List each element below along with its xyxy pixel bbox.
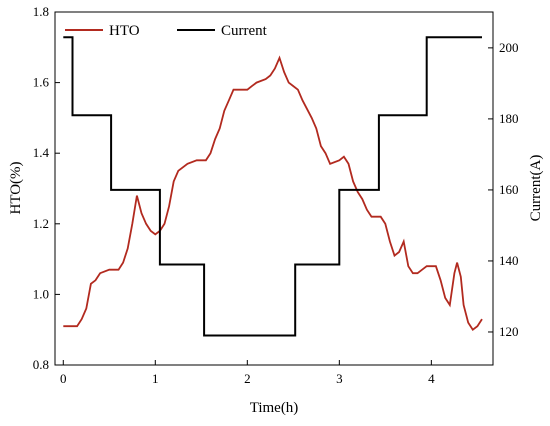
y-tick-label: 1.2 <box>33 216 49 231</box>
y2-tick-label: 140 <box>499 253 519 268</box>
x-tick-label: 1 <box>152 371 159 386</box>
y2-tick-label: 200 <box>499 40 519 55</box>
x-tick-label: 4 <box>428 371 435 386</box>
y2-tick-label: 120 <box>499 324 519 339</box>
x-axis-label: Time(h) <box>250 400 299 416</box>
y2-tick-label: 180 <box>499 111 519 126</box>
y-tick-label: 1.4 <box>33 145 50 160</box>
series-line <box>63 55 483 332</box>
y-tick-label: 0.8 <box>33 357 49 372</box>
x-tick-label: 0 <box>60 371 67 386</box>
y-tick-label: 1.6 <box>33 75 50 90</box>
legend-label: Current <box>221 23 268 39</box>
y-axis-label: HTO(%) <box>8 161 24 214</box>
y2-tick-label: 160 <box>499 182 519 197</box>
y-tick-label: 1.8 <box>33 4 49 19</box>
x-tick-label: 3 <box>336 371 343 386</box>
x-tick-label: 2 <box>244 371 251 386</box>
plot-frame <box>54 11 494 366</box>
y2-axis-label: Current(A) <box>528 155 544 222</box>
y-tick-label: 1.0 <box>33 286 49 301</box>
series-line <box>63 36 482 337</box>
legend-label: HTO <box>109 23 140 39</box>
